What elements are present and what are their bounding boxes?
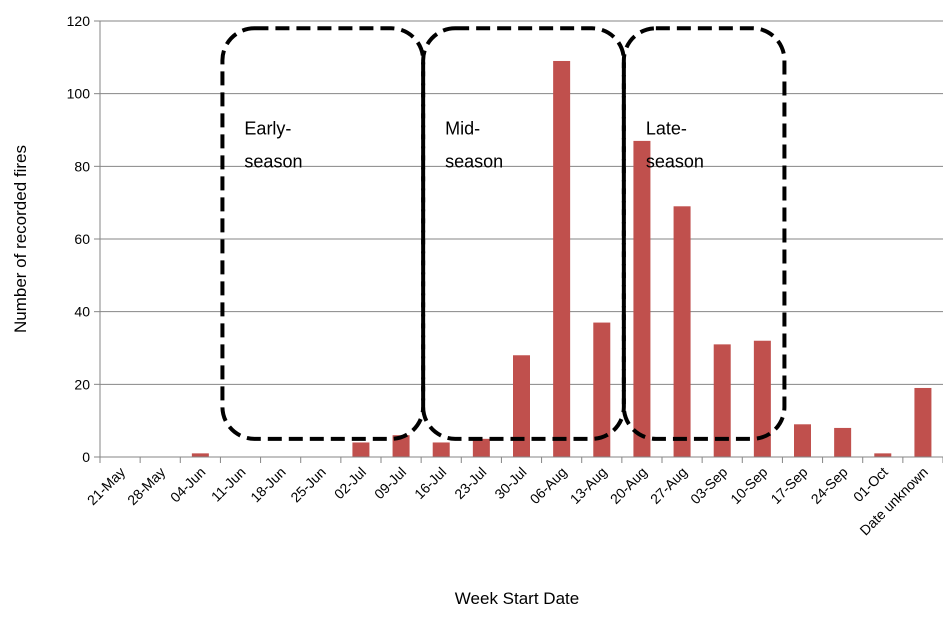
bars (191, 60, 932, 457)
x-tick-label: 25-Jun (287, 464, 329, 506)
bar (914, 387, 932, 457)
season-label: Early- (244, 118, 291, 138)
season-label: season (445, 151, 503, 171)
season-label: season (646, 151, 704, 171)
bar (432, 442, 450, 457)
bar (633, 140, 651, 457)
season-box (220, 26, 426, 441)
season-label: Mid- (445, 118, 480, 138)
x-tick-label: 11-Jun (208, 464, 249, 505)
x-tick-label: 06-Aug (527, 464, 570, 507)
x-tick-label: 13-Aug (567, 464, 610, 507)
bar (191, 453, 209, 457)
bar (553, 60, 571, 457)
x-tick-label: 18-Jun (247, 464, 289, 506)
bar (874, 453, 892, 457)
y-tick-label: 120 (67, 13, 91, 29)
x-tick-label: 20-Aug (607, 464, 650, 507)
x-axis-title: Week Start Date (455, 589, 579, 608)
y-tick-labels: 0 20 40 60 80 100 120 (67, 13, 91, 465)
gridlines (100, 20, 943, 385)
x-tick-label: 24-Sep (808, 464, 851, 507)
y-tick-label: 100 (67, 86, 91, 102)
x-tick-label: 21-May (84, 464, 128, 508)
x-tick-label: 30-Jul (491, 464, 529, 502)
season-box (621, 26, 787, 441)
x-tick-label: 16-Jul (411, 464, 449, 502)
x-tick-label: 09-Jul (371, 464, 409, 502)
x-tick-label: 03-Sep (687, 464, 730, 507)
season-label: season (244, 151, 302, 171)
y-tick-label: 80 (74, 158, 90, 174)
x-tick-label: 04-Jun (167, 464, 209, 506)
bar (392, 435, 410, 457)
x-tick-label: 17-Sep (767, 464, 810, 507)
x-tick-label: 10-Sep (727, 464, 770, 507)
bar (834, 427, 852, 457)
bar (593, 322, 611, 457)
bar (713, 344, 731, 457)
bar (472, 438, 490, 457)
bar (673, 206, 691, 457)
season-boxes: Early-season Mid-season Late-season (220, 26, 787, 441)
bar (513, 355, 530, 457)
x-tick-label: 02-Jul (331, 464, 369, 502)
bar (352, 442, 370, 457)
x-tick-label: 27-Aug (647, 464, 690, 507)
bar (794, 424, 811, 457)
season-label: Late- (646, 118, 687, 138)
y-tick-label: 60 (74, 231, 90, 247)
y-tick-label: 0 (82, 449, 90, 465)
x-tick-label: 23-Jul (451, 464, 489, 502)
y-axis-title: Number of recorded fires (11, 145, 30, 333)
x-tick-label: 28-May (124, 464, 168, 508)
axes (94, 20, 943, 463)
y-tick-label: 40 (74, 304, 90, 320)
y-tick-label: 20 (74, 376, 90, 392)
bar (753, 340, 771, 457)
